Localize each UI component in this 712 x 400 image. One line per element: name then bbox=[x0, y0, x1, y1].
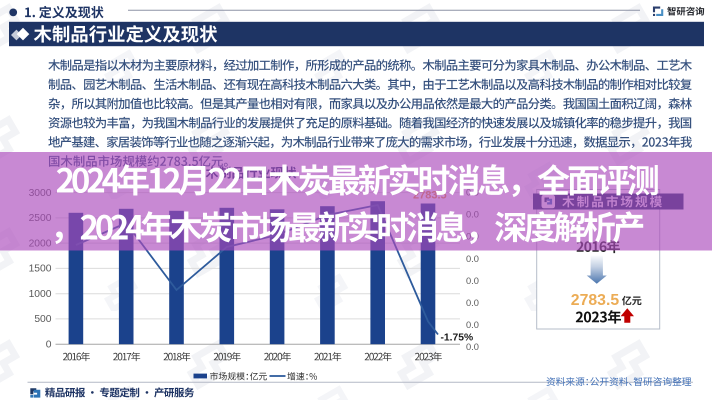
svg-text:-1.75%: -1.75% bbox=[441, 333, 474, 344]
svg-text:500: 500 bbox=[34, 314, 51, 325]
svg-text:1500: 1500 bbox=[29, 264, 52, 275]
svg-text:2783.5: 2783.5 bbox=[571, 292, 620, 309]
svg-text:0: 0 bbox=[46, 339, 52, 350]
svg-text:0.0: 0.0 bbox=[466, 342, 479, 352]
svg-text:0.0: 0.0 bbox=[466, 298, 479, 308]
svg-text:0.0: 0.0 bbox=[466, 276, 479, 286]
svg-text:1000: 1000 bbox=[29, 289, 52, 300]
svg-text:0.0: 0.0 bbox=[466, 254, 479, 264]
svg-text:0.0: 0.0 bbox=[466, 320, 479, 330]
